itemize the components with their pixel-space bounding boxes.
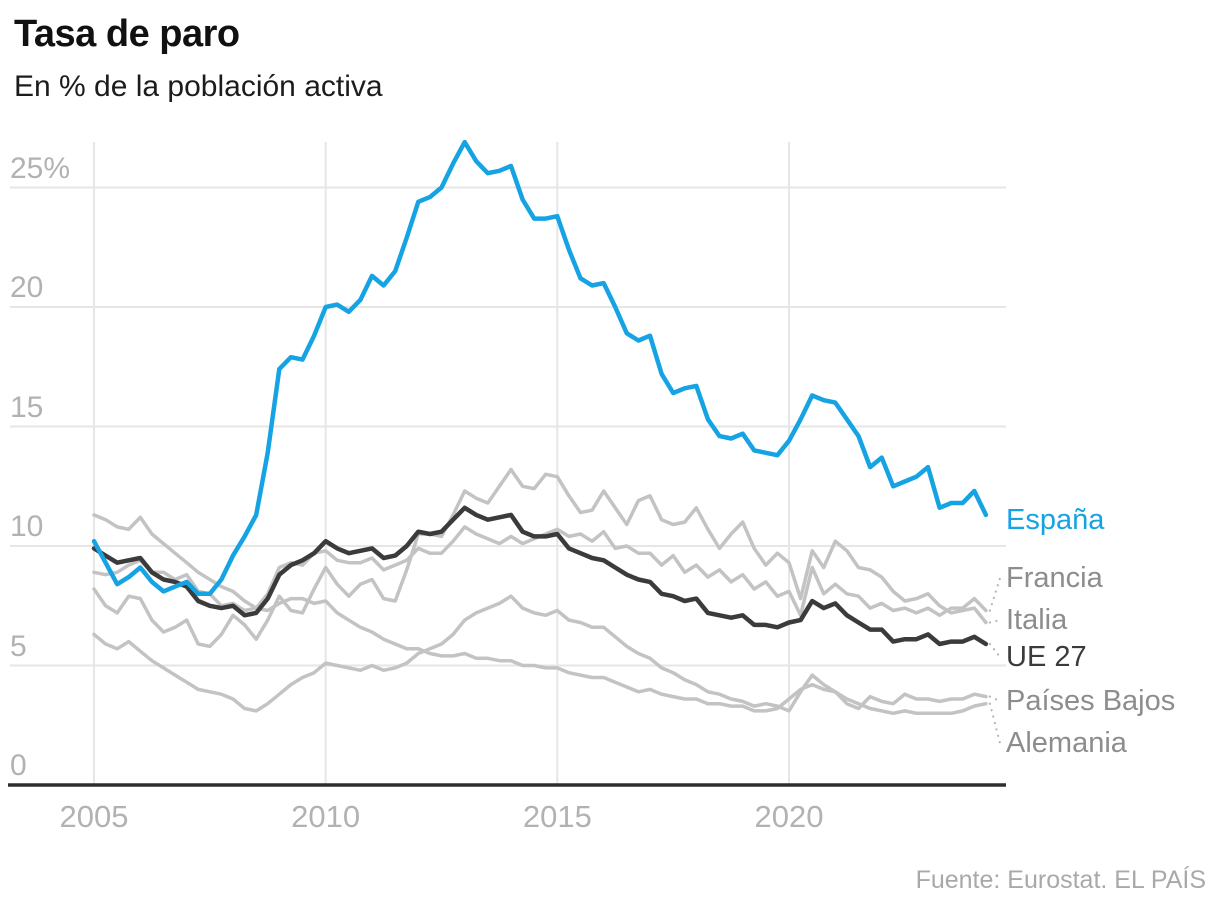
y-axis-tick-label: 10	[10, 510, 44, 543]
series-label-alemania: Alemania	[1006, 727, 1127, 759]
y-axis-tick-label: 15	[10, 390, 44, 424]
series-line-países-bajos	[92, 594, 988, 713]
series-line-españa	[91, 139, 989, 597]
x-axis-tick-label: 2020	[754, 799, 824, 834]
page-subtitle: En % de la población activa	[14, 69, 383, 103]
page-title: Tasa de paro	[14, 13, 240, 55]
series-label-francia: Francia	[1006, 562, 1103, 594]
label-leader-dots	[988, 695, 1002, 703]
y-axis-tick-label: 5	[10, 629, 27, 663]
y-axis-tick-label: 20	[10, 271, 44, 304]
label-leader-dots	[988, 702, 1002, 745]
label-leader-dots	[988, 576, 1002, 612]
source-credit: Fuente: Eurostat. EL PAÍS	[915, 866, 1206, 894]
series-label-ue-27: UE 27	[1006, 641, 1087, 673]
series-label-países-bajos: Países Bajos	[1006, 685, 1176, 717]
x-axis-tick-label: 2005	[59, 799, 129, 834]
y-axis-tick-label: 25%	[10, 151, 71, 185]
series-label-italia: Italia	[1006, 604, 1068, 636]
label-leader-dots	[988, 642, 1002, 659]
x-axis-tick-label: 2015	[522, 799, 592, 834]
y-axis-tick-label: 0	[10, 749, 27, 782]
series-label-españa: España	[1006, 504, 1105, 536]
chart-header: Tasa de paro En % de la población activa	[14, 13, 383, 104]
series-line-ue-27	[91, 505, 989, 647]
series-line-italia	[92, 467, 988, 649]
x-axis-tick-label: 2010	[291, 799, 361, 834]
label-leader-dots	[988, 618, 1002, 624]
